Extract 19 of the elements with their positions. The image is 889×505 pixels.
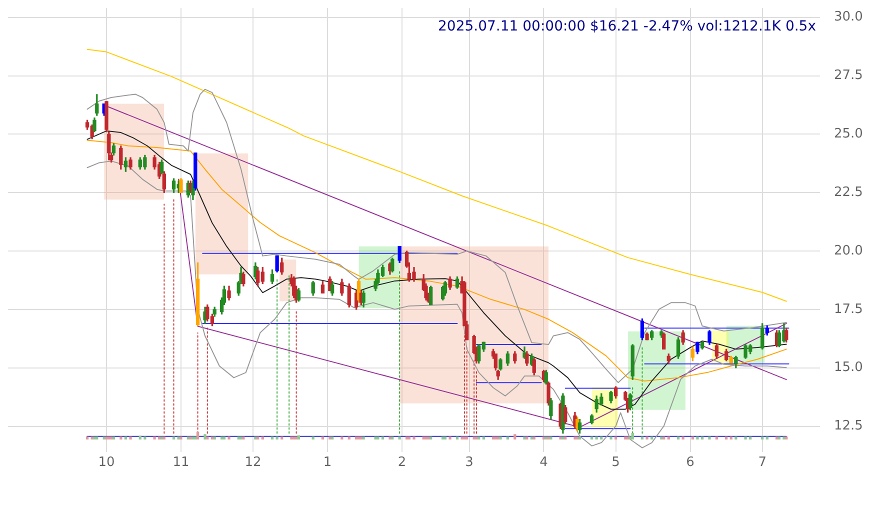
x-tick-label: 6 bbox=[686, 455, 694, 470]
y-tick-label: 22.5 bbox=[834, 184, 863, 200]
y-tick-label: 12.5 bbox=[834, 418, 863, 434]
x-tick-label: 10 bbox=[98, 455, 115, 470]
y-tick-label: 17.5 bbox=[834, 302, 863, 317]
y-tick-label: 25.0 bbox=[834, 126, 863, 142]
x-tick-label: 5 bbox=[612, 455, 620, 470]
x-tick-label: 1 bbox=[323, 455, 332, 470]
x-tick-label: 2 bbox=[398, 455, 406, 470]
x-tick-label: 12 bbox=[244, 455, 262, 470]
x-tick-label: 3 bbox=[465, 455, 474, 470]
y-tick-label: 30.0 bbox=[834, 10, 863, 25]
x-tick-label: 11 bbox=[172, 455, 190, 470]
x-tick-label: 4 bbox=[540, 455, 548, 470]
y-tick-label: 27.5 bbox=[834, 68, 863, 84]
text: 2025.07.11 00:00:00 $16.21 -2.47% vol:1212.1K 0.5x bbox=[438, 18, 816, 35]
x-tick-label: 7 bbox=[758, 455, 766, 470]
y-tick-label: 15.0 bbox=[834, 360, 863, 376]
y-tick-label: 20.0 bbox=[834, 243, 863, 258]
